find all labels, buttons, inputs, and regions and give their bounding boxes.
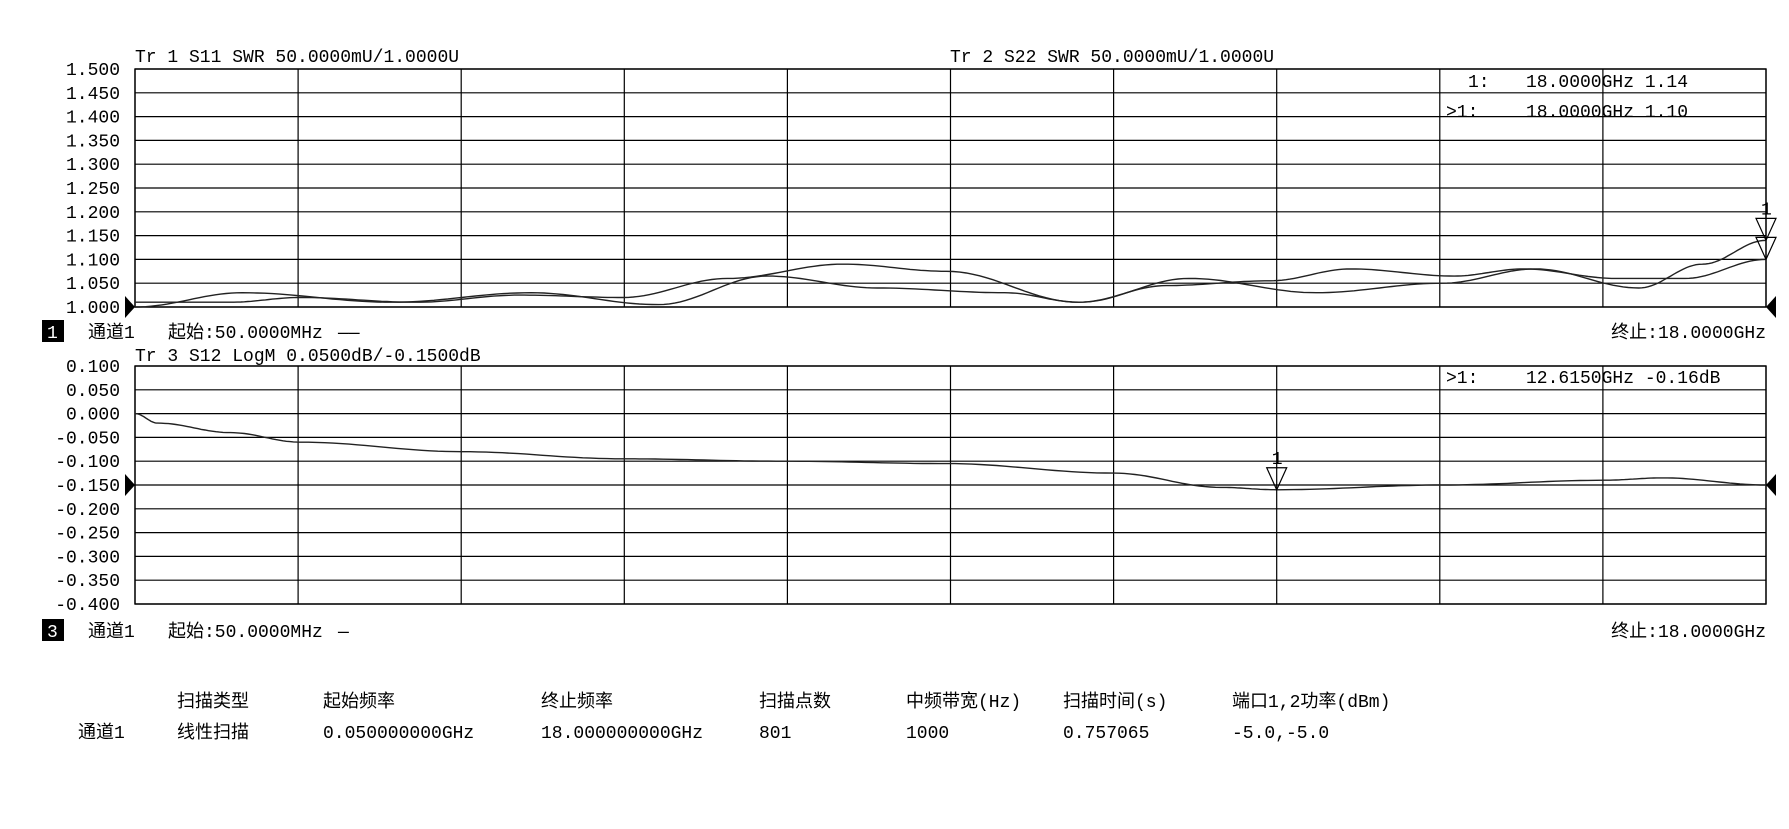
trace-line-2 (135, 258, 1767, 303)
trace-1-title: Tr 1 S11 SWR 50.0000mU/1.0000U (135, 48, 459, 68)
y-tick-label: 1.200 (66, 204, 120, 224)
channel-label: 通道1 (88, 621, 135, 643)
stop-frequency-label: 终止:18.0000GHz (1611, 322, 1766, 344)
table-cell: 0.757065 (1063, 724, 1149, 744)
table-header: 起始频率 (323, 691, 395, 713)
y-tick-label: -0.050 (55, 429, 120, 449)
y-tick-label: 1.400 (66, 109, 120, 129)
marker-readout-value: 12.6150GHz -0.16dB (1526, 369, 1721, 389)
y-tick-label: 1.000 (66, 299, 120, 319)
table-cell: 1000 (906, 724, 949, 744)
marker-readout-value: 18.0000GHz 1.14 (1526, 73, 1688, 93)
marker-triangle-icon (1755, 217, 1777, 242)
marker-readout-prefix: >1: (1446, 103, 1478, 123)
start-frequency-label: 起始:50.0000MHz (168, 621, 323, 643)
sweep-summary-table: 扫描类型 起始频率 终止频率 扫描点数 中频带宽(Hz) 扫描时间(s) 端口1… (78, 691, 1390, 744)
table-cell: 0.050000000GHz (323, 724, 474, 744)
marker-readout-prefix: 1: (1468, 73, 1490, 93)
table-header: 扫描类型 (177, 691, 249, 713)
table-header: 端口1,2功率(dBm) (1232, 691, 1390, 713)
trace-3-title: Tr 3 S12 LogM 0.0500dB/-0.1500dB (135, 347, 481, 367)
top-chart: Tr 1 S11 SWR 50.0000mU/1.0000U Tr 2 S22 … (42, 48, 1777, 344)
y-tick-label: 1.350 (66, 132, 120, 152)
y-tick-label: -0.350 (55, 572, 120, 592)
channel-box-number: 1 (47, 324, 58, 344)
plot-frame (134, 68, 1767, 308)
stop-frequency-label: 终止:18.0000GHz (1611, 621, 1766, 643)
y-tick-label: 1.250 (66, 180, 120, 200)
channel-box (42, 320, 64, 342)
y-tick-label: 1.450 (66, 85, 120, 105)
y-tick-label: 1.300 (66, 156, 120, 176)
y-tick-label: -0.400 (55, 596, 120, 616)
y-tick-label: 0.000 (66, 406, 120, 426)
table-row-label: 通道1 (78, 722, 125, 744)
trace-line-1 (134, 412, 1766, 491)
start-line-style: — (337, 623, 349, 643)
table-cell: 线性扫描 (177, 722, 249, 744)
reference-level-right-arrow-icon (1766, 296, 1776, 318)
marker-triangle-icon (1755, 236, 1777, 261)
reference-level-left-arrow-icon (125, 296, 135, 318)
y-tick-label: -0.100 (55, 453, 120, 473)
marker-triangle-icon (1265, 467, 1288, 492)
y-tick-label: 1.050 (66, 275, 120, 295)
marker-label: 1 (1272, 450, 1283, 470)
table-header: 中频带宽(Hz) (906, 691, 1021, 713)
channel-box-number: 3 (47, 623, 58, 643)
table-header: 终止频率 (541, 691, 613, 713)
table-header: 扫描时间(s) (1063, 691, 1167, 713)
table-header: 扫描点数 (759, 691, 831, 713)
marker-readout-value: 18.0000GHz 1.10 (1526, 103, 1688, 123)
table-cell: -5.0,-5.0 (1232, 724, 1329, 744)
y-tick-label: 1.150 (66, 228, 120, 248)
start-line-style: —— (337, 324, 360, 344)
y-tick-label: -0.150 (55, 477, 120, 497)
y-tick-label: -0.300 (55, 548, 120, 568)
channel-box (42, 619, 64, 641)
reference-level-right-arrow-icon (1766, 474, 1776, 496)
y-tick-label: -0.200 (55, 501, 120, 521)
table-cell: 801 (759, 724, 791, 744)
y-tick-label: 1.100 (66, 251, 120, 271)
trace-2-title: Tr 2 S22 SWR 50.0000mU/1.0000U (950, 48, 1274, 68)
start-frequency-label: 起始:50.0000MHz (168, 322, 323, 344)
bottom-chart: Tr 3 S12 LogM 0.0500dB/-0.1500dB 0.100 0.… (42, 347, 1776, 643)
channel-label: 通道1 (88, 322, 135, 344)
reference-level-left-arrow-icon (125, 474, 135, 496)
y-tick-label: 0.100 (66, 358, 120, 378)
y-tick-label: -0.250 (55, 525, 120, 545)
trace-line-1 (134, 239, 1767, 308)
y-tick-label: 0.050 (66, 382, 120, 402)
marker-readout-prefix: >1: (1446, 369, 1478, 389)
y-tick-label: 1.500 (66, 61, 120, 81)
table-cell: 18.000000000GHz (541, 724, 703, 744)
marker-label: 1 (1761, 200, 1772, 220)
